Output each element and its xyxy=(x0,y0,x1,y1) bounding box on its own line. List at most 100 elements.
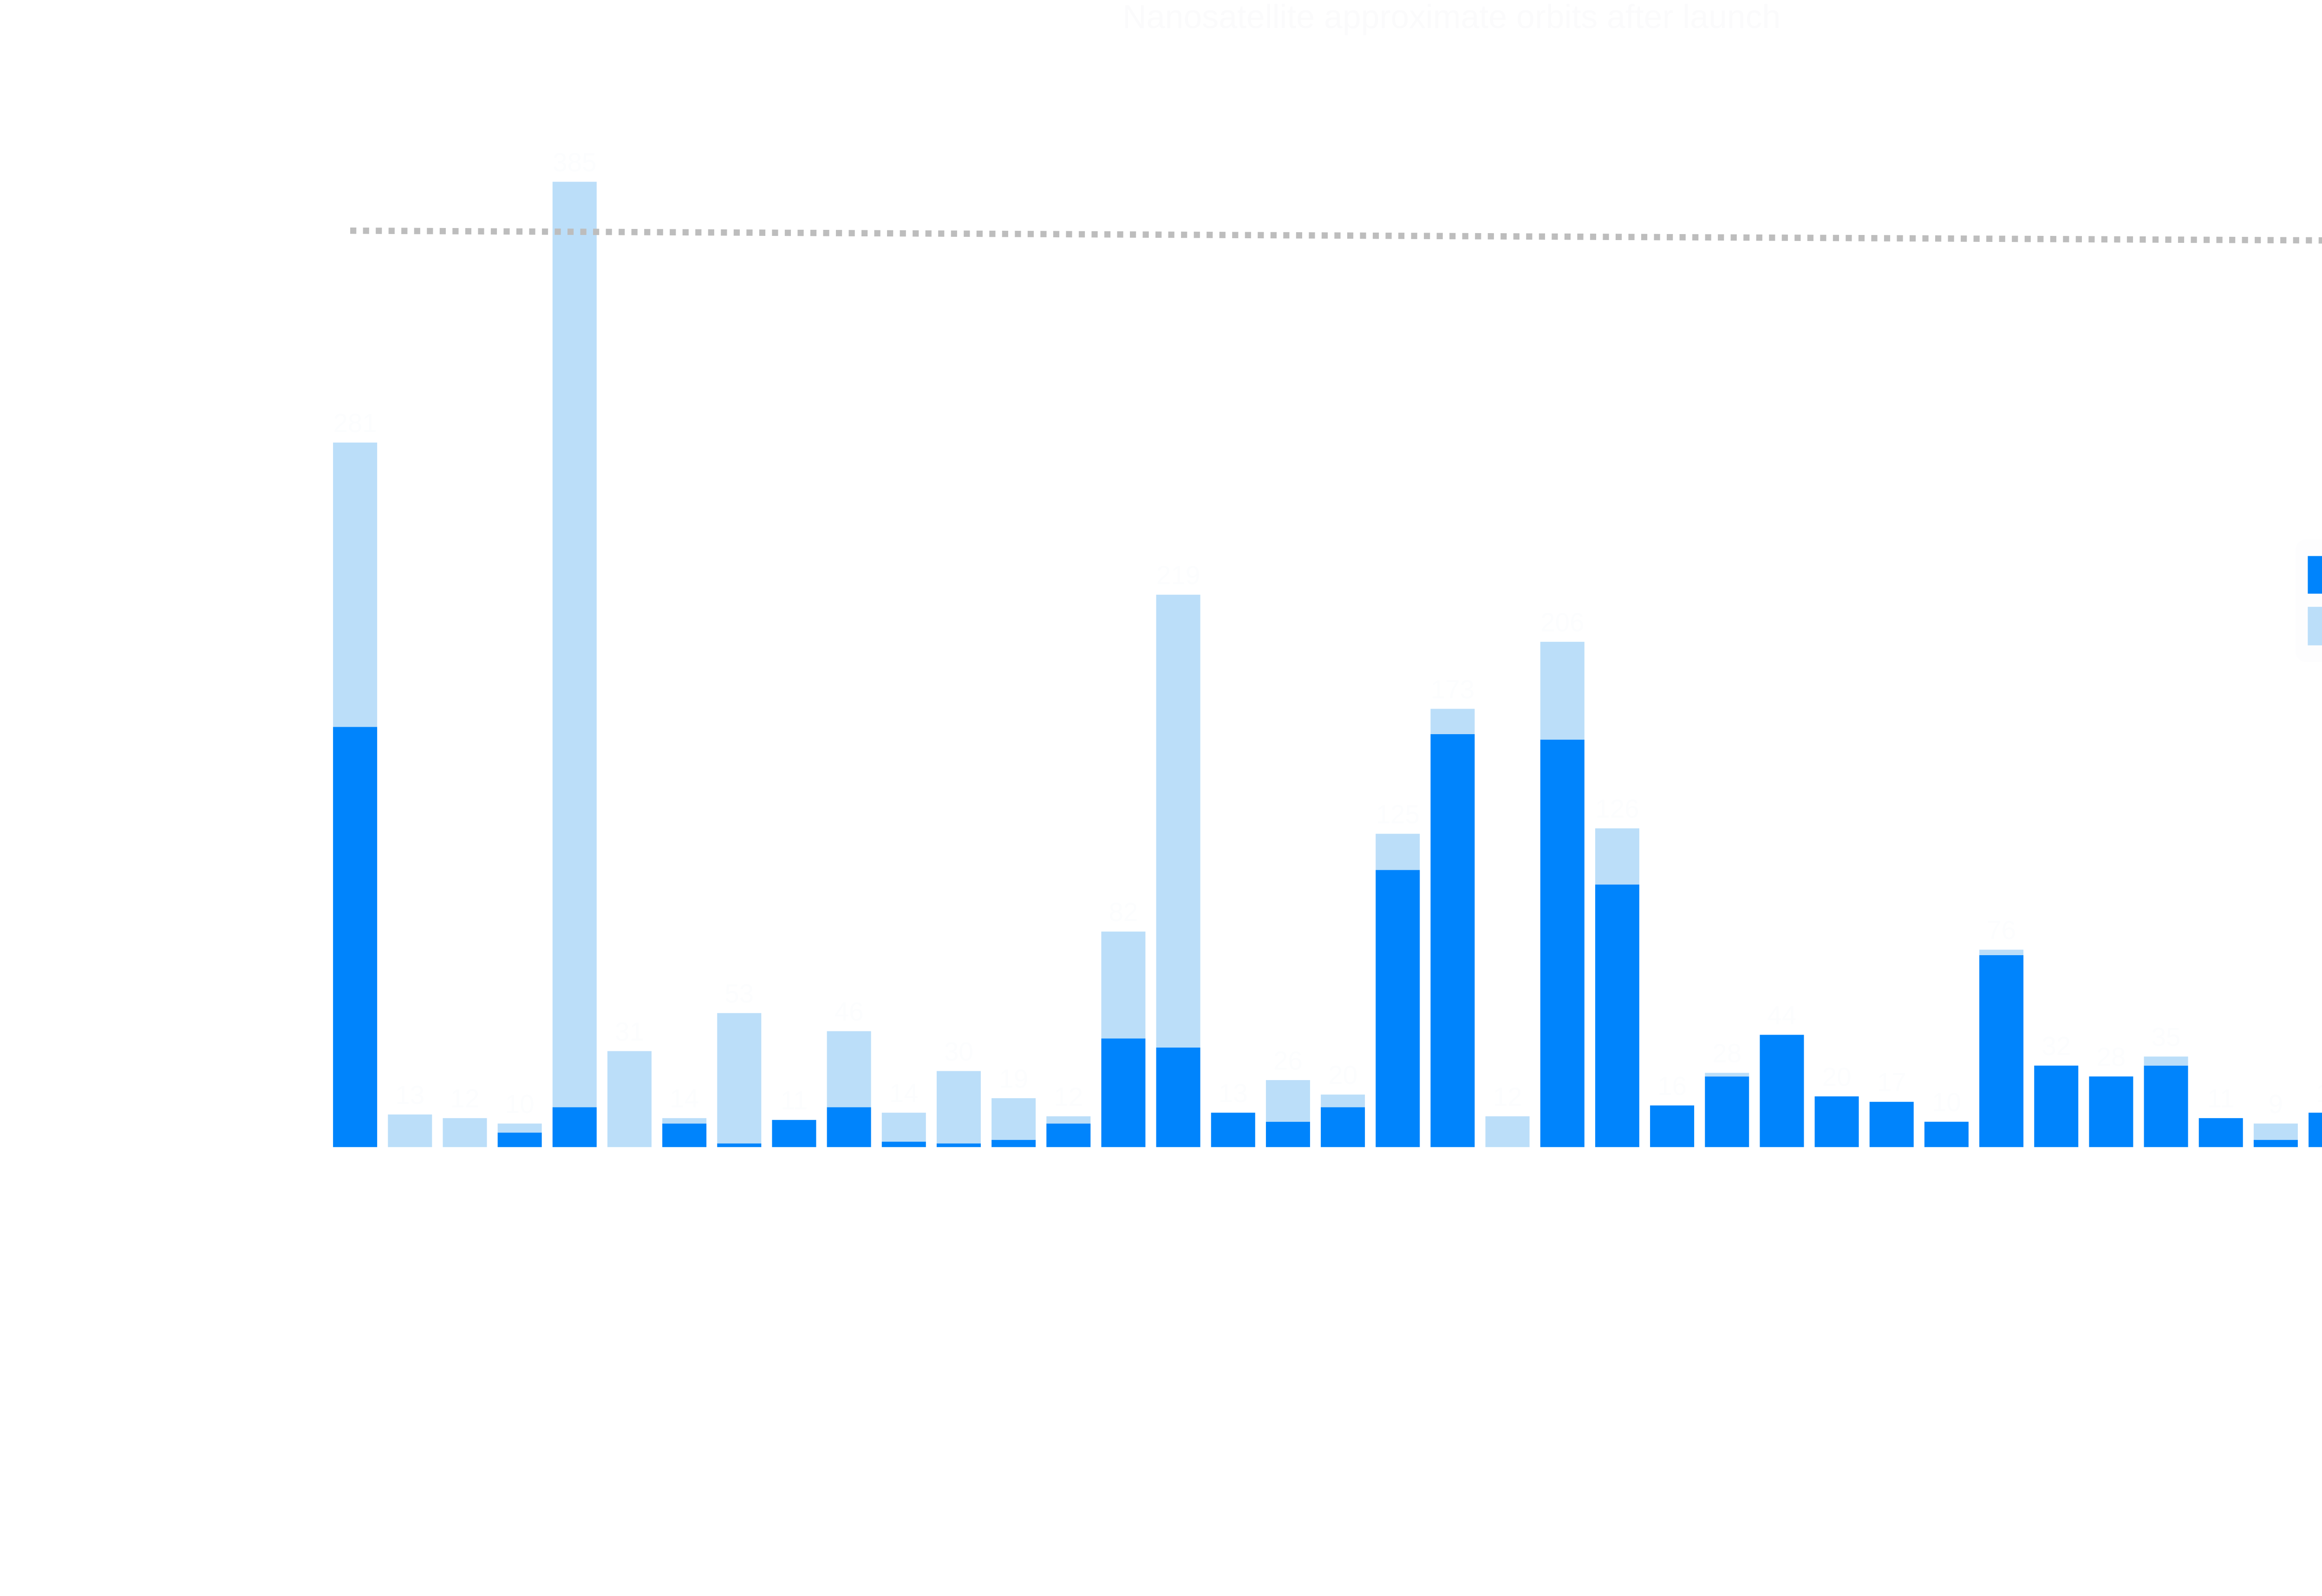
bar-segment-in-orbit xyxy=(2198,1118,2243,1147)
regression-dotted-line xyxy=(350,227,2322,244)
bar-data-label: 173 xyxy=(1431,675,1474,704)
bar-data-label: 44 xyxy=(1767,1001,1796,1030)
legend-swatch-decayed-icon xyxy=(2308,606,2322,645)
bar-data-label: 12 xyxy=(450,1084,480,1113)
bar-segment-in-orbit xyxy=(662,1123,707,1147)
bar-segment-decayed xyxy=(717,1013,762,1144)
bar-segment-in-orbit xyxy=(991,1140,1036,1147)
bar-segment-decayed xyxy=(443,1118,487,1147)
bar-segment-in-orbit xyxy=(1046,1123,1091,1147)
bar-segment-decayed xyxy=(1705,1073,1749,1077)
bar-segment-in-orbit xyxy=(936,1143,981,1147)
bar-segment-decayed xyxy=(497,1123,542,1133)
bar-data-label: 76 xyxy=(1987,916,2016,945)
bar-data-label: 53 xyxy=(724,979,754,1008)
bar-segment-in-orbit xyxy=(2144,1065,2188,1147)
bar-segment-in-orbit xyxy=(333,727,378,1147)
bar-data-label: 13 xyxy=(2316,1079,2322,1108)
bar-data-label: 32 xyxy=(2042,1031,2071,1061)
bar-data-label: 281 xyxy=(333,408,377,437)
bar-segment-decayed xyxy=(936,1071,981,1144)
bar-data-label: 385 xyxy=(553,148,596,177)
bar-segment-decayed xyxy=(1430,709,1475,735)
bar-segment-in-orbit xyxy=(1979,955,2024,1147)
bar-segment-decayed xyxy=(2253,1123,2298,1140)
bar-segment-in-orbit xyxy=(1814,1096,1859,1147)
bar-data-label: 126 xyxy=(1595,794,1639,823)
bar-segment-decayed xyxy=(2144,1056,2188,1066)
bar-segment-in-orbit xyxy=(1595,884,1639,1147)
bar-segment-in-orbit xyxy=(552,1107,597,1147)
bar-data-label: 219 xyxy=(1156,560,1200,590)
bar-segment-decayed xyxy=(1540,642,1585,740)
bar-data-label: 13 xyxy=(395,1080,424,1109)
bar-segment-in-orbit xyxy=(2089,1076,2133,1147)
bar-segment-in-orbit xyxy=(497,1133,542,1147)
bar-segment-decayed xyxy=(552,182,597,1107)
bar-segment-in-orbit xyxy=(2253,1140,2298,1147)
bar-segment-decayed xyxy=(1156,594,1200,1048)
bar-segment-in-orbit xyxy=(1705,1076,1749,1147)
legend: In orbit Decayed xyxy=(2296,539,2322,662)
bar-segment-decayed xyxy=(1265,1080,1310,1122)
bar-segment-decayed xyxy=(1979,950,2024,955)
bar-segment-in-orbit xyxy=(1101,1038,1146,1147)
bar-data-label: 28 xyxy=(1712,1039,1742,1068)
bars-group xyxy=(333,182,2322,1147)
bar-segment-decayed xyxy=(827,1031,871,1107)
bar-segment-in-orbit xyxy=(1211,1113,1255,1147)
bar-data-label: 14 xyxy=(670,1084,699,1113)
bar-data-label: 13 xyxy=(1219,1079,1248,1108)
bar-data-label: 12 xyxy=(1054,1082,1083,1111)
bar-data-label: 16 xyxy=(1657,1071,1687,1101)
bar-data-label: 12 xyxy=(1493,1082,1522,1111)
bar-data-label: 11 xyxy=(2207,1084,2235,1113)
bar-segment-decayed xyxy=(333,443,378,727)
legend-swatch-in-orbit-icon xyxy=(2308,556,2322,594)
bar-data-label: 11 xyxy=(781,1086,808,1115)
bar-data-label: 31 xyxy=(615,1017,644,1046)
bar-segment-in-orbit xyxy=(1540,739,1585,1147)
bar-segment-in-orbit xyxy=(1376,870,1420,1147)
bar-data-label: 17 xyxy=(1877,1068,1906,1097)
bar-segment-in-orbit xyxy=(1156,1047,1200,1147)
reference-line-group xyxy=(350,227,2322,244)
bar-segment-decayed xyxy=(1046,1116,1091,1124)
bar-segment-decayed xyxy=(881,1113,926,1142)
bar-data-label: 10 xyxy=(1932,1088,1961,1117)
chart-title: Nanosatellite approximate orbits after l… xyxy=(1122,0,1781,35)
bar-segment-in-orbit xyxy=(1924,1121,1969,1147)
bar-data-label: 10 xyxy=(505,1089,535,1119)
bar-data-label: 19 xyxy=(999,1064,1028,1093)
bar-segment-in-orbit xyxy=(1760,1035,1804,1147)
bar-segment-decayed xyxy=(607,1051,652,1147)
legend-item-decayed[interactable]: Decayed xyxy=(2308,606,2322,645)
bar-data-label: 35 xyxy=(2152,1023,2181,1052)
bar-segment-decayed xyxy=(662,1118,707,1124)
bar-data-label: 26 xyxy=(1273,1046,1303,1075)
bar-segment-in-orbit xyxy=(881,1141,926,1147)
bar-segment-in-orbit xyxy=(2034,1065,2079,1147)
legend-item-in-orbit[interactable]: In orbit xyxy=(2308,556,2322,594)
bar-data-label: 82 xyxy=(1109,898,1138,927)
bar-segment-decayed xyxy=(1595,828,1639,885)
bar-data-label: 20 xyxy=(1328,1061,1357,1090)
bar-segment-in-orbit xyxy=(1265,1121,1310,1147)
bar-data-label: 20 xyxy=(1822,1062,1852,1091)
bar-data-label: 46 xyxy=(835,997,864,1026)
bar-segment-decayed xyxy=(991,1098,1036,1140)
bar-segment-in-orbit xyxy=(2309,1113,2322,1147)
bar-segment-in-orbit xyxy=(1321,1107,1365,1147)
bar-segment-decayed xyxy=(1376,834,1420,870)
bar-segment-in-orbit xyxy=(772,1120,816,1147)
bar-data-label: 14 xyxy=(889,1079,919,1108)
bar-segment-in-orbit xyxy=(1869,1101,1914,1147)
bar-segment-in-orbit xyxy=(827,1107,871,1147)
bar-segment-decayed xyxy=(1101,932,1146,1039)
bar-segment-in-orbit xyxy=(1650,1105,1695,1147)
bar-data-labels: 281 13 12 10 385 31 14 53 11 46 14 30 19 12 82 219 13 26 2… xyxy=(333,148,2322,1119)
bar-segment-decayed xyxy=(388,1114,432,1147)
bar-segment-in-orbit xyxy=(1430,734,1475,1147)
bar-data-label: 206 xyxy=(1540,607,1584,637)
